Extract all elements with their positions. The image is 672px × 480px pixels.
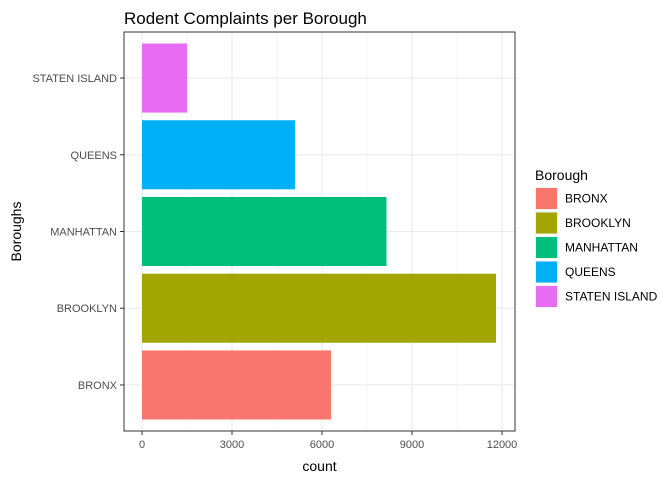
legend-swatch-manhattan [536,237,557,258]
x-tick-label: 6000 [310,439,334,451]
bar-brooklyn [142,273,496,343]
legend-label: MANHATTAN [565,241,638,255]
bar-queens [142,120,295,190]
legend-label: BROOKLYN [565,216,631,230]
y-axis-title: Boroughs [8,202,24,262]
legend-label: BRONX [565,192,608,206]
bar-bronx [142,350,331,420]
x-tick-label: 3000 [220,439,244,451]
x-tick-label: 12000 [487,439,518,451]
legend-swatch-staten-island [536,286,557,307]
legend-title: Borough [535,167,588,183]
bar-group [142,43,496,420]
x-tick-label: 0 [139,439,145,451]
y-tick-label: BRONX [78,380,118,392]
y-tick-label: MANHATTAN [50,227,117,239]
legend-swatch-bronx [536,188,557,209]
bar-staten-island [142,43,187,113]
axes: 0 3000 6000 9000 12000 BRONX BROOKLYN MANHATTAN… [32,73,517,451]
x-axis-title: count [302,458,336,474]
bar-manhattan [142,196,387,267]
y-tick-label: BROOKLYN [57,303,117,315]
legend-label: QUEENS [565,265,616,279]
y-tick-label: QUEENS [71,150,117,162]
chart-title: Rodent Complaints per Borough [124,9,367,28]
legend-label: STATEN ISLAND [565,290,658,304]
y-tick-label: STATEN ISLAND [32,73,117,85]
legend-swatch-brooklyn [536,212,557,234]
legend: Borough BRONX BROOKLYN MANHATTAN QUEENS STAT… [535,167,658,308]
x-tick-label: 9000 [400,439,424,451]
legend-swatch-queens [536,261,557,283]
